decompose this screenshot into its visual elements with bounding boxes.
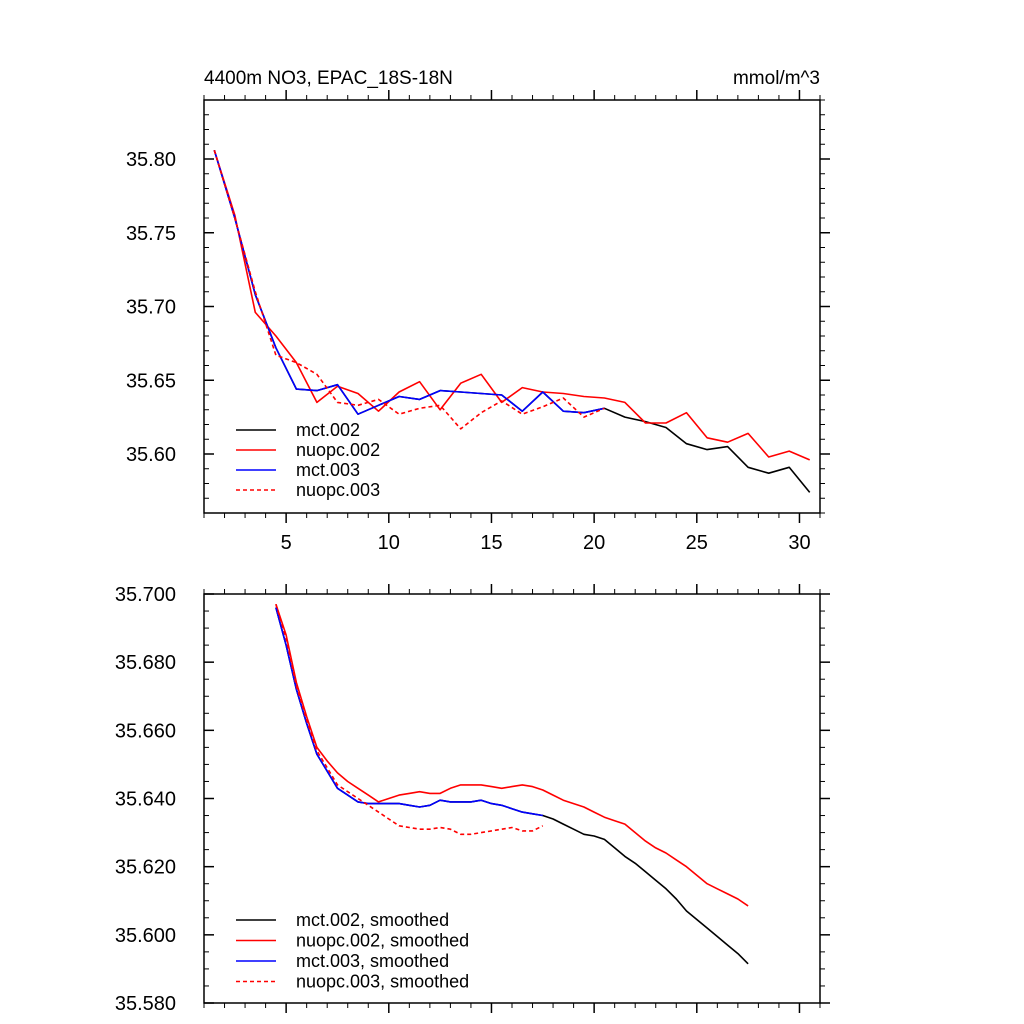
series-line-mct-003-smoothed [275, 607, 543, 817]
legend-label: mct.002, smoothed [296, 910, 449, 930]
x-tick-label: 15 [480, 532, 502, 554]
y-tick-label: 35.580 [115, 993, 176, 1015]
legend-label: nuopc.003 [296, 480, 380, 500]
x-tick-label: 10 [378, 532, 400, 554]
panel-title-left: 4400m NO3, EPAC_18S-18N [204, 68, 453, 89]
series-line-nuopc-002 [213, 149, 811, 461]
x-tick-label: 20 [583, 532, 605, 554]
y-tick-label: 35.80 [126, 149, 176, 171]
x-tick-label: 30 [788, 532, 810, 554]
series-line-nuopc-003 [213, 149, 605, 430]
y-tick-label: 35.75 [126, 223, 176, 245]
bottom-panel: 35.580 35.600 35.620 35.640 35.660 35.680 35.7… [115, 584, 830, 1015]
y-tick-label: 35.70 [126, 297, 176, 319]
x-tick-label: 5 [281, 532, 292, 554]
legend-label: nuopc.002, smoothed [296, 931, 469, 951]
series-line-nuopc-002-smoothed [275, 603, 749, 907]
panel-title-right: mmol/m^3 [733, 68, 820, 89]
legend-label: mct.003, smoothed [296, 951, 449, 971]
y-tick-label: 35.640 [115, 789, 176, 811]
y-tick-label: 35.65 [126, 370, 176, 392]
y-tick-label: 35.60 [126, 444, 176, 466]
y-tick-label: 35.660 [115, 720, 176, 742]
series-line-mct-003 [213, 149, 605, 416]
legend-label: mct.003 [296, 460, 360, 480]
y-tick-label: 35.600 [115, 925, 176, 947]
x-tick-label: 25 [686, 532, 708, 554]
legend-label: nuopc.002 [296, 440, 380, 460]
series-line-nuopc-003-smoothed [275, 603, 544, 836]
top-panel: 4400m NO3, EPAC_18S-18N mmol/m^3 5 10 15 20… [126, 68, 830, 554]
legend-label: nuopc.003, smoothed [296, 972, 469, 992]
y-tick-label: 35.680 [115, 652, 176, 674]
y-tick-label: 35.620 [115, 857, 176, 879]
legend-label: mct.002 [296, 420, 360, 440]
y-tick-label: 35.700 [115, 584, 176, 606]
